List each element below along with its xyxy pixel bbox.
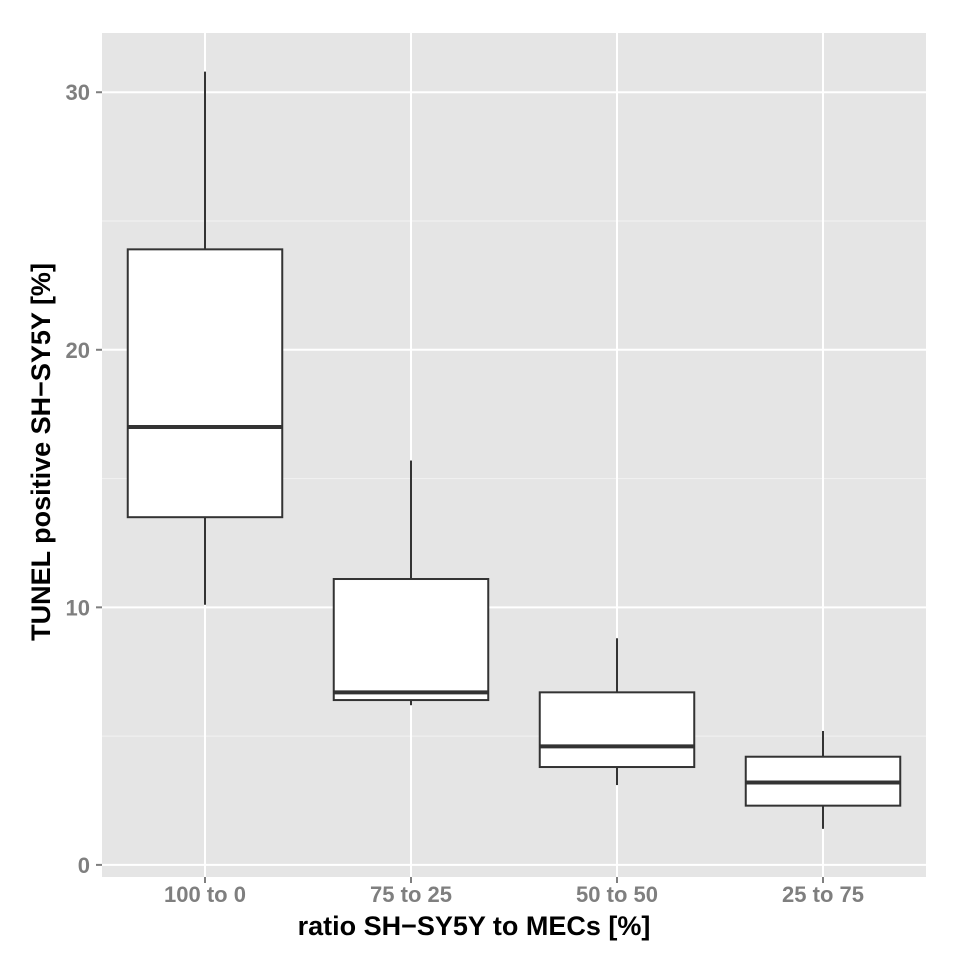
box-100-to-0 bbox=[126, 71, 284, 605]
y-axis-label: TUNEL positive SH−SY5Y [%] bbox=[26, 263, 56, 641]
box-25-to-75 bbox=[744, 730, 902, 829]
box-iqr bbox=[332, 578, 490, 702]
box-50-to-50 bbox=[538, 638, 696, 786]
box-iqr bbox=[126, 248, 284, 519]
x-tick-label: 50 to 50 bbox=[576, 882, 658, 907]
y-tick-label: 10 bbox=[66, 595, 90, 620]
box-iqr bbox=[538, 691, 696, 769]
y-tick-label: 30 bbox=[66, 80, 90, 105]
y-tick-label: 20 bbox=[66, 338, 90, 363]
x-axis-label: ratio SH−SY5Y to MECs [%] bbox=[298, 911, 651, 941]
box-75-to-25 bbox=[332, 460, 490, 706]
x-tick-label: 25 to 75 bbox=[782, 882, 864, 907]
y-tick-label: 0 bbox=[78, 853, 90, 878]
x-tick-label: 75 to 25 bbox=[370, 882, 452, 907]
x-tick-label: 100 to 0 bbox=[164, 882, 246, 907]
boxes bbox=[126, 71, 902, 829]
axes: 0 10 20 30 100 to 0 75 to 25 50 to 50 25 to 75 bbox=[66, 80, 864, 907]
